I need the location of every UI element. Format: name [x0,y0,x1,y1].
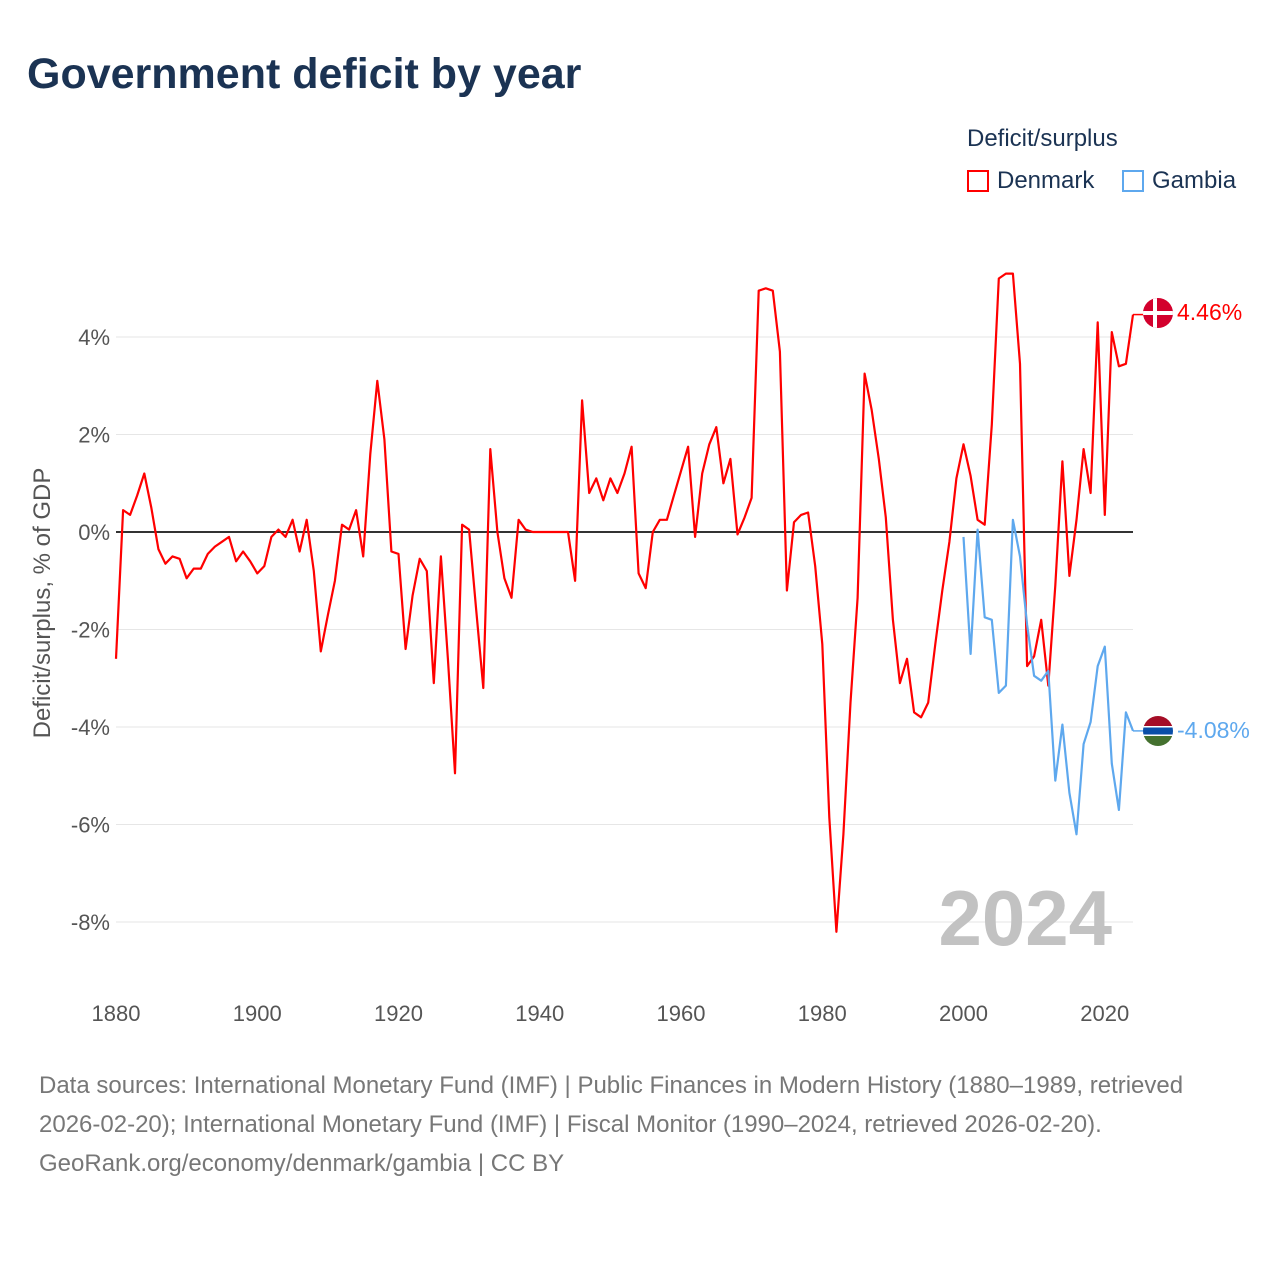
x-tick-label: 1920 [374,1001,423,1026]
x-tick-label: 1960 [657,1001,706,1026]
y-axis: 4% 2% 0% -2% -4% -6% -8% [71,325,110,935]
legend-item-gambia[interactable]: Gambia [1122,167,1236,195]
legend-label-gambia: Gambia [1152,167,1237,194]
y-tick-label: -8% [71,910,110,935]
data-sources: Data sources: International Monetary Fun… [39,1072,1184,1138]
y-tick-label: -6% [71,813,110,838]
x-tick-label: 2000 [939,1001,988,1026]
x-tick-label: 1980 [798,1001,847,1026]
denmark-end-label: 4.46% [1177,299,1242,325]
chart-title: Government deficit by year [27,50,582,98]
legend-swatch-gambia [1122,170,1144,192]
legend-item-denmark[interactable]: Denmark [967,167,1094,195]
denmark-flag-icon [1143,298,1173,328]
x-tick-label: 1940 [515,1001,564,1026]
y-tick-label: -2% [71,618,110,643]
y-tick-label: 4% [78,325,110,350]
series-line-denmark[interactable] [114,272,1135,933]
year-watermark: 2024 [938,874,1112,962]
x-axis: 1880 1900 1920 1940 1960 1980 2000 2020 [92,1001,1130,1026]
y-tick-label: 0% [78,520,110,545]
credit-link[interactable]: GeoRank.org/economy/denmark/gambia | CC … [39,1150,565,1177]
series-line-gambia[interactable] [962,518,1135,836]
legend-label-denmark: Denmark [997,167,1095,194]
x-tick-label: 1880 [92,1001,141,1026]
legend-title: Deficit/surplus [967,125,1118,152]
x-tick-label: 1900 [233,1001,282,1026]
chart-area: 4%2%0%-2%-4%-6%-8% 1880 1900 1920 1940 1960 1… [29,272,1250,1026]
x-tick-label: 2020 [1080,1001,1129,1026]
gambia-flag-icon [1143,716,1173,746]
gambia-end-label: -4.08% [1177,717,1250,743]
y-axis-title: Deficit/surplus, % of GDP [29,468,56,739]
series-lines [114,272,1143,933]
grid [116,336,1133,923]
footer: Data sources: International Monetary Fun… [39,1066,1239,1183]
y-tick-label: 2% [78,423,110,448]
y-tick-label: -4% [71,715,110,740]
legend-swatch-denmark [967,170,989,192]
